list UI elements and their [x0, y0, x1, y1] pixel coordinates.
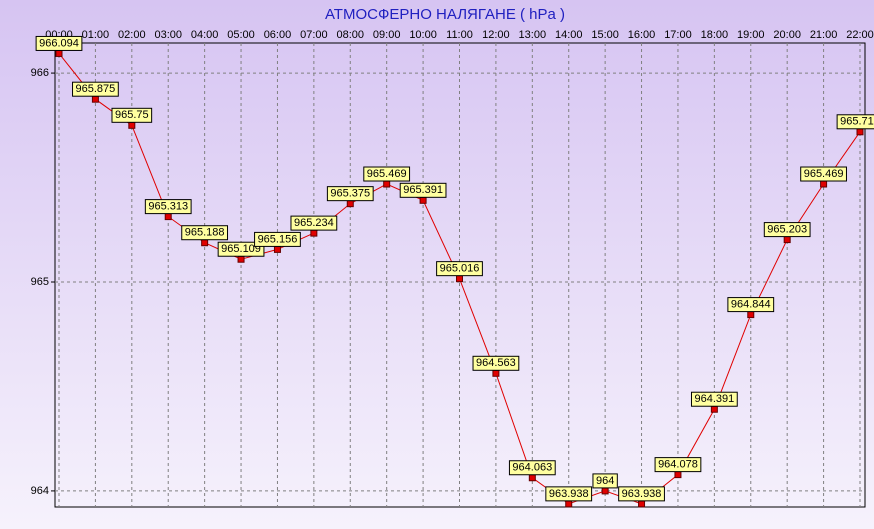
point: [601, 487, 609, 495]
data-label-box: [181, 225, 229, 241]
point: [783, 236, 791, 244]
point: [128, 121, 136, 129]
data-label-box: [399, 182, 447, 198]
point: [164, 213, 172, 221]
point: [856, 128, 864, 136]
data-label-box: [436, 261, 483, 277]
data-label: 965.156: [258, 233, 298, 245]
x-tick-label: 20:00: [773, 29, 801, 41]
point: [710, 405, 718, 413]
point: [820, 180, 828, 188]
point: [346, 200, 354, 208]
data-label-box: [326, 186, 374, 202]
x-tick-label: 17:00: [664, 29, 692, 41]
data-label: 963.938: [549, 488, 589, 500]
data-label: 965.313: [148, 201, 188, 213]
x-tick-label: 18:00: [701, 29, 729, 41]
x-tick-label: 19:00: [737, 29, 765, 41]
data-label-box: [800, 166, 847, 182]
data-label: 965.469: [367, 168, 407, 180]
x-tick-label: 05:00: [227, 29, 255, 41]
x-tick-label: 12:00: [482, 29, 510, 41]
point: [237, 255, 245, 263]
y-tick-label: 965: [31, 276, 49, 288]
x-tick-label: 21:00: [810, 29, 838, 41]
point: [310, 229, 318, 237]
data-label-box: [254, 231, 301, 247]
x-tick-label: 13:00: [519, 29, 547, 41]
point: [747, 311, 755, 319]
data-label-box: [111, 107, 153, 123]
x-tick-label: 07:00: [300, 29, 328, 41]
data-label-box: [508, 460, 556, 476]
x-tick-label: 14:00: [555, 29, 583, 41]
data-label-box: [836, 114, 874, 130]
x-tick-label: 22:00: [846, 29, 874, 41]
data-label: 965.016: [440, 263, 480, 275]
data-label-box: [144, 199, 192, 215]
data-label-box: [472, 355, 520, 371]
point: [419, 196, 427, 204]
data-label: 963.938: [622, 488, 662, 500]
point: [273, 245, 281, 253]
data-label: 964: [596, 475, 614, 487]
point: [55, 49, 63, 57]
data-label-box: [618, 486, 665, 502]
data-label: 966.094: [39, 37, 79, 49]
x-tick-label: 09:00: [373, 29, 401, 41]
x-tick-label: 11:00: [446, 29, 473, 41]
y-tick-label: 966: [31, 67, 49, 79]
data-label: 964.844: [731, 298, 771, 310]
data-label: 965.188: [185, 227, 225, 239]
x-tick-label: 04:00: [191, 29, 219, 41]
data-label: 965.375: [330, 188, 370, 200]
data-label: 965.203: [767, 223, 807, 235]
x-tick-label: 08:00: [337, 29, 365, 41]
data-label-box: [35, 35, 83, 51]
data-label-box: [690, 391, 738, 407]
point: [91, 95, 99, 103]
x-tick-label: 15:00: [591, 29, 619, 41]
chart-title: АТМОСФЕРНО НАЛЯГАНЕ ( hPa ): [325, 6, 565, 23]
data-label: 964.563: [476, 357, 516, 369]
point: [528, 474, 536, 482]
point: [492, 369, 500, 377]
data-label-box: [592, 473, 618, 489]
data-label-box: [545, 486, 593, 502]
x-tick-label: 01:00: [82, 29, 110, 41]
data-label: 965.391: [403, 184, 443, 196]
x-tick-label: 10:00: [409, 29, 437, 41]
data-label-box: [217, 241, 265, 257]
data-label: 965.109: [221, 243, 261, 255]
y-tick-label: 964: [31, 485, 49, 497]
data-label: 965.875: [76, 83, 116, 95]
point: [565, 500, 573, 508]
x-tick-label: 06:00: [264, 29, 292, 41]
x-tick-label: 03:00: [154, 29, 182, 41]
data-label: 965.75: [115, 109, 149, 121]
data-label-box: [363, 166, 411, 182]
data-label: 965.469: [804, 168, 844, 180]
data-label-box: [654, 457, 702, 473]
data-label: 964.063: [512, 462, 552, 474]
data-label: 965.719: [840, 116, 874, 128]
data-label: 964.391: [694, 393, 734, 405]
data-label-box: [72, 81, 119, 97]
data-label-box: [763, 222, 811, 238]
point: [456, 275, 463, 283]
data-label: 965.234: [294, 217, 334, 229]
data-label-box: [290, 215, 338, 231]
x-tick-label: 16:00: [628, 29, 656, 41]
point: [383, 180, 391, 188]
data-label-box: [727, 297, 775, 313]
data-label: 964.078: [658, 459, 698, 471]
point: [201, 239, 209, 247]
point: [674, 471, 682, 479]
x-tick-label: 02:00: [118, 29, 146, 41]
point: [638, 500, 646, 508]
